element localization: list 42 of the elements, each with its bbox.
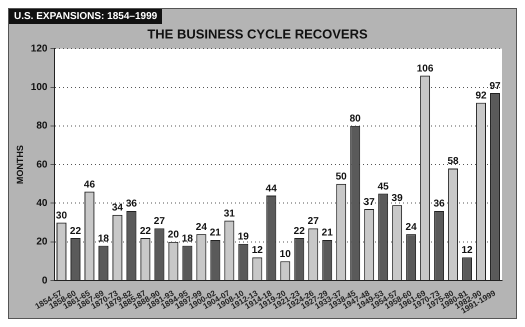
y-axis-title: MONTHS [14,145,25,184]
data-label: 22 [294,226,306,237]
data-label: 10 [280,248,292,260]
data-label: 24 [406,222,418,233]
data-label: 80 [350,114,362,125]
data-label: 31 [224,208,236,220]
data-label: 24 [196,222,208,233]
data-label: 18 [182,234,194,245]
y-tick-label: 60 [36,159,48,170]
data-label: 45 [378,181,390,192]
data-label: 106 [416,63,434,74]
y-tick-label: 40 [36,198,48,209]
data-label: 22 [140,226,152,237]
data-label: 34 [112,202,124,214]
data-label: 50 [336,172,348,183]
data-label: 27 [308,216,320,228]
data-label: 30 [56,210,68,222]
data-label: 19 [238,232,250,243]
data-label: 18 [98,234,110,245]
chart-title: THE BUSINESS CYCLE RECOVERS [147,26,368,42]
data-label: 36 [126,198,138,210]
y-tick-label: 20 [36,236,48,248]
data-label: 44 [266,183,278,194]
data-label: 12 [461,245,474,256]
data-label: 22 [70,226,82,237]
data-label: 21 [210,228,222,239]
data-label: 97 [489,80,502,92]
y-tick-label: 100 [30,82,48,94]
data-label: 36 [434,198,446,210]
data-label: 58 [447,156,460,168]
chart-subtitle: U.S. EXPANSIONS: 1854–1999 [9,9,162,24]
data-label: 27 [154,216,166,228]
data-label: 20 [168,230,180,241]
data-label: 39 [392,192,404,204]
data-label: 46 [84,179,96,190]
data-label: 12 [252,245,264,256]
data-label: 37 [364,196,376,208]
y-tick-label: 120 [30,43,48,54]
y-tick-label: 0 [42,275,48,286]
data-label: 92 [475,90,488,102]
y-tick-label: 80 [36,120,48,132]
data-label: 21 [322,228,334,239]
